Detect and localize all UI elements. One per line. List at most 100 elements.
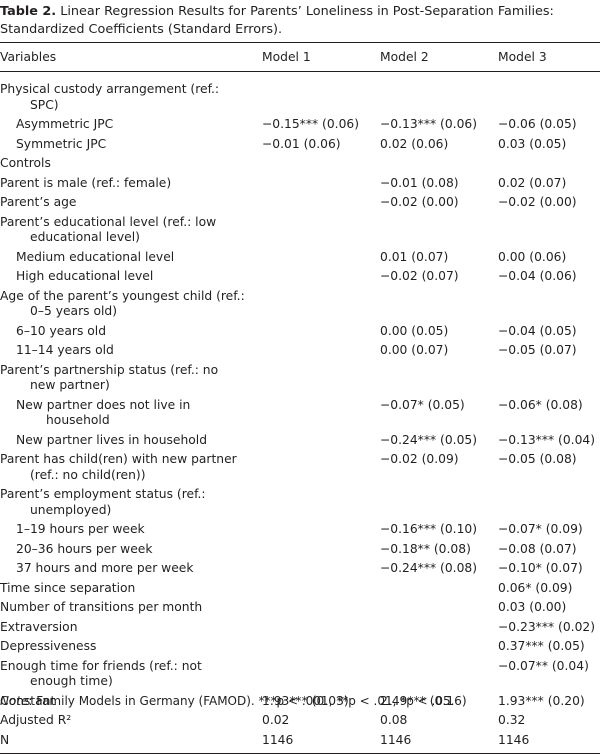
row-label-cell: Parent’s educational level (ref.: low ed… <box>0 213 245 248</box>
value-cell <box>370 485 490 520</box>
value-cell: −0.07* (0.05) <box>380 397 465 412</box>
value-cell <box>245 579 370 599</box>
table-row: Parent’s partnership status (ref.: no ne… <box>0 361 600 396</box>
value-cell <box>245 559 370 579</box>
value-cell <box>245 361 370 396</box>
value-cell: 0.08 <box>380 713 408 727</box>
row-label-cell: Parent is male (ref.: female) <box>0 174 245 194</box>
value-cell <box>245 174 370 194</box>
value-cell: −0.07* (0.09) <box>498 522 583 536</box>
value-cell: −0.15*** (0.06) <box>262 117 360 131</box>
row-label-cell: Adjusted R² <box>0 711 245 731</box>
row-label-cell: 11–14 years old <box>0 341 245 361</box>
table-row: Depressiveness 0.37*** (0.05) <box>0 637 600 657</box>
value-cell <box>245 396 370 431</box>
value-cell: −0.24*** (0.05) <box>380 432 478 447</box>
value-cell <box>245 485 370 520</box>
table-row: Constant 1.93*** (0.03) 2.49*** (0.16) 1.93… <box>0 692 600 712</box>
value-cell: −0.06* (0.08) <box>498 397 583 412</box>
value-cell <box>245 540 370 560</box>
row-label-cell: Asymmetric JPC <box>0 115 245 135</box>
row-label: Number of transitions per month <box>0 600 203 614</box>
column-header: Model 1 <box>262 50 311 64</box>
value-cell <box>370 657 490 692</box>
value-cell <box>245 213 370 248</box>
table-row: Enough time for friends (ref.: not enoug… <box>0 657 600 692</box>
row-label: Parent’s partnership status (ref.: no ne… <box>0 362 219 393</box>
row-label-cell: Enough time for friends (ref.: not enoug… <box>0 657 245 692</box>
row-label-cell: High educational level <box>0 267 245 287</box>
table-row: Parent has child(ren) with new partner (… <box>0 450 600 485</box>
value-cell: −0.06 (0.05) <box>498 117 577 131</box>
table-row: Symmetric JPC −0.01 (0.06) 0.02 (0.06) 0.03… <box>0 135 600 155</box>
header-row: Variables Model 1 Model 2 Model 3 <box>0 42 600 72</box>
row-label-cell: Time since separation <box>0 579 245 599</box>
row-label: Parent’s educational level (ref.: low ed… <box>0 214 217 245</box>
column-header: Variables <box>0 50 57 64</box>
value-cell <box>490 287 600 322</box>
row-label-cell: Parent’s employment status (ref.: unempl… <box>0 485 245 520</box>
value-cell: 0.37*** (0.05) <box>498 639 585 653</box>
page: Table {"header": {"label": "Table 2.", "… <box>0 3 600 754</box>
value-cell: −0.18** (0.08) <box>380 541 471 556</box>
document: Table 2. Linear Regression Results for P… <box>0 3 600 754</box>
value-cell: −0.05 (0.08) <box>498 452 577 466</box>
row-label: Age of the parent’s youngest child (ref.… <box>0 288 245 319</box>
value-cell: 1.93*** (0.20) <box>498 693 585 708</box>
value-cell <box>370 287 490 322</box>
row-label-cell: Symmetric JPC <box>0 135 245 155</box>
value-cell: −0.05 (0.07) <box>498 343 577 357</box>
row-label-cell: Number of transitions per month <box>0 598 245 618</box>
value-cell: 0.02 <box>262 713 290 727</box>
value-cell <box>370 154 490 174</box>
value-cell <box>370 361 490 396</box>
note-label: Note <box>0 694 29 708</box>
value-cell <box>245 598 370 618</box>
row-label: Adjusted R² <box>0 713 72 727</box>
table-row: N 1146 1146 1146 <box>0 731 600 754</box>
table-row: Controls <box>0 154 600 174</box>
value-cell: −0.02 (0.00) <box>380 195 459 209</box>
value-cell <box>245 248 370 268</box>
table-row: Parent’s educational level (ref.: low ed… <box>0 213 600 248</box>
row-label: Symmetric JPC <box>16 136 107 151</box>
row-label: Constant <box>0 693 56 708</box>
table-body: Physical custody arrangement (ref.: SPC)… <box>0 72 600 754</box>
value-cell: −0.04 (0.06) <box>498 269 577 283</box>
table-row: Age of the parent’s youngest child (ref.… <box>0 287 600 322</box>
value-cell: −0.02 (0.07) <box>380 269 459 283</box>
row-label: Medium educational level <box>16 249 175 264</box>
value-cell: 1.93*** (0.03) <box>262 693 349 708</box>
value-cell: 0.00 (0.05) <box>380 323 449 338</box>
value-cell <box>370 598 490 618</box>
value-cell <box>370 637 490 657</box>
value-cell: −0.10* (0.07) <box>498 561 583 575</box>
value-cell <box>370 618 490 638</box>
table-row: New partner does not live in household −0… <box>0 396 600 431</box>
value-cell: 0.02 (0.07) <box>498 175 567 190</box>
value-cell: −0.01 (0.06) <box>262 136 341 151</box>
value-cell <box>245 72 370 116</box>
table-label: Table 2. <box>0 4 57 19</box>
row-label-cell: Controls <box>0 154 245 174</box>
value-cell: 1146 <box>262 732 294 747</box>
value-cell: −0.13*** (0.06) <box>380 117 478 131</box>
value-cell <box>245 154 370 174</box>
row-label-cell: Parent’s partnership status (ref.: no ne… <box>0 361 245 396</box>
value-cell <box>490 72 600 116</box>
row-label: Parent is male (ref.: female) <box>0 175 172 190</box>
row-label: Asymmetric JPC <box>16 117 114 131</box>
row-label: Depressiveness <box>0 639 97 653</box>
row-label-cell: Physical custody arrangement (ref.: SPC) <box>0 72 245 116</box>
table-title: Table 2. Linear Regression Results for P… <box>0 3 596 39</box>
table-row: New partner lives in household −0.24*** (… <box>0 431 600 451</box>
table-row: Medium educational level 0.01 (0.07) 0.00 … <box>0 248 600 268</box>
row-label-cell: Medium educational level <box>0 248 245 268</box>
row-label-cell: Age of the parent’s youngest child (ref.… <box>0 287 245 322</box>
table-row: Asymmetric JPC −0.15*** (0.06) −0.13*** (0… <box>0 115 600 135</box>
value-cell: −0.02 (0.00) <box>498 195 577 209</box>
row-label: 37 hours and more per week <box>16 561 194 575</box>
value-cell <box>245 193 370 213</box>
table-row: Number of transitions per month 0.03 (0.0… <box>0 598 600 618</box>
value-cell <box>370 579 490 599</box>
